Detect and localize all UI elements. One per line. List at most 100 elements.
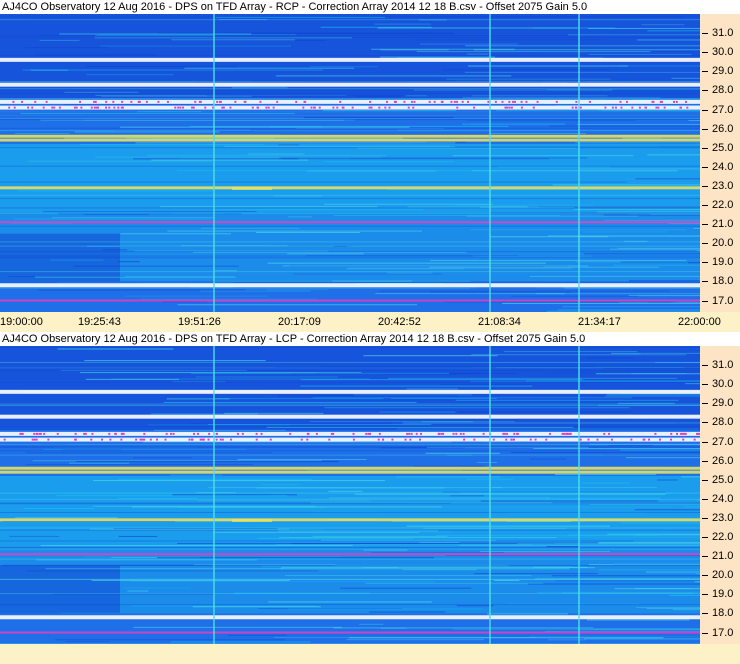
noise-streak <box>406 525 611 527</box>
noise-streak <box>288 216 312 218</box>
noise-streak <box>85 378 180 380</box>
noise-streak <box>381 373 456 375</box>
speckle <box>410 100 413 103</box>
speckle <box>269 438 272 441</box>
noise-line <box>0 578 700 580</box>
y-tick-label: 24.0 <box>712 160 734 173</box>
speckle <box>657 106 660 109</box>
x-tick-label: 22:00:00 <box>678 316 721 328</box>
noise-streak <box>547 235 700 237</box>
noise-streak <box>346 268 464 270</box>
noise-streak <box>321 539 497 541</box>
noise-streak <box>544 630 700 632</box>
noise-streak <box>562 592 693 594</box>
noise-line <box>0 446 700 448</box>
y-tick-label: 28.0 <box>712 84 734 97</box>
noise-streak <box>602 367 700 369</box>
noise-streak <box>24 507 94 509</box>
noise-streak <box>527 206 700 208</box>
chart-title: AJ4CO Observatory 12 Aug 2016 - DPS on T… <box>2 333 586 345</box>
speckle <box>143 432 146 435</box>
speckle <box>604 106 607 109</box>
rfi-band <box>0 437 700 442</box>
noise-line <box>0 119 700 121</box>
noise-line <box>0 527 700 529</box>
noise-streak <box>687 262 700 264</box>
noise-streak <box>41 443 67 445</box>
speckle <box>462 432 465 435</box>
noise-streak <box>195 81 405 83</box>
noise-line <box>0 547 700 549</box>
noise-streak <box>588 27 700 29</box>
noise-streak <box>359 623 384 625</box>
noise-streak <box>84 556 342 558</box>
speckle <box>43 432 46 435</box>
speckle <box>33 432 36 435</box>
noise-streak <box>86 74 174 76</box>
speckle <box>12 100 15 103</box>
vertical-line <box>489 346 491 644</box>
noise-streak <box>215 270 237 272</box>
speckle <box>58 106 61 109</box>
noise-streak <box>38 289 267 291</box>
speckle <box>461 100 464 103</box>
y-tick-label: 30.0 <box>712 46 734 59</box>
noise-streak <box>418 19 447 21</box>
noise-streak <box>53 446 197 448</box>
speckle <box>260 432 263 435</box>
noise-streak <box>416 51 651 53</box>
noise-streak <box>459 542 599 544</box>
y-tick-mark <box>702 479 708 481</box>
speckle <box>386 100 389 103</box>
noise-streak <box>303 117 454 119</box>
noise-streak <box>454 146 700 148</box>
y-tick-mark <box>702 384 708 386</box>
noise-streak <box>93 480 385 482</box>
noise-streak <box>328 490 363 492</box>
speckle <box>651 100 654 103</box>
noise-streak <box>311 511 381 513</box>
speckle <box>276 100 279 103</box>
speckle <box>196 432 199 435</box>
noise-streak <box>83 214 150 216</box>
noise-line <box>0 81 700 83</box>
noise-streak <box>622 137 700 139</box>
noise-streak <box>554 473 657 475</box>
noise-streak <box>641 24 685 26</box>
speckle <box>669 438 672 441</box>
noise-line <box>0 578 700 580</box>
noise-streak <box>419 43 518 45</box>
noise-streak <box>646 607 700 609</box>
noise-streak <box>55 639 286 641</box>
speckle <box>352 432 355 435</box>
speckle <box>409 438 412 441</box>
rcp-panel: AJ4CO Observatory 12 Aug 2016 - DPS on T… <box>0 1 740 332</box>
noise-streak <box>589 503 700 505</box>
speckle <box>191 106 194 109</box>
noise-streak <box>617 402 675 404</box>
speckle <box>406 432 409 435</box>
speckle <box>684 432 687 435</box>
noise-streak <box>452 628 700 630</box>
speckle <box>698 432 700 435</box>
rfi-band <box>0 518 700 522</box>
noise-streak <box>59 612 121 614</box>
noise-streak <box>39 39 80 41</box>
noise-streak <box>462 97 661 99</box>
speckle <box>516 432 519 435</box>
noise-streak <box>213 531 420 533</box>
noise-streak <box>563 287 700 289</box>
rfi-band <box>0 299 700 302</box>
y-tick-label: 27.0 <box>712 435 734 448</box>
noise-streak <box>357 147 577 149</box>
noise-line <box>0 115 700 117</box>
speckle <box>487 100 490 103</box>
noise-streak <box>354 531 453 533</box>
noise-streak <box>113 528 278 530</box>
noise-streak <box>172 494 298 496</box>
noise-streak <box>300 385 533 387</box>
noise-streak <box>27 160 212 162</box>
noise-streak <box>647 301 671 303</box>
speckle <box>382 438 385 441</box>
speckle <box>90 438 93 441</box>
